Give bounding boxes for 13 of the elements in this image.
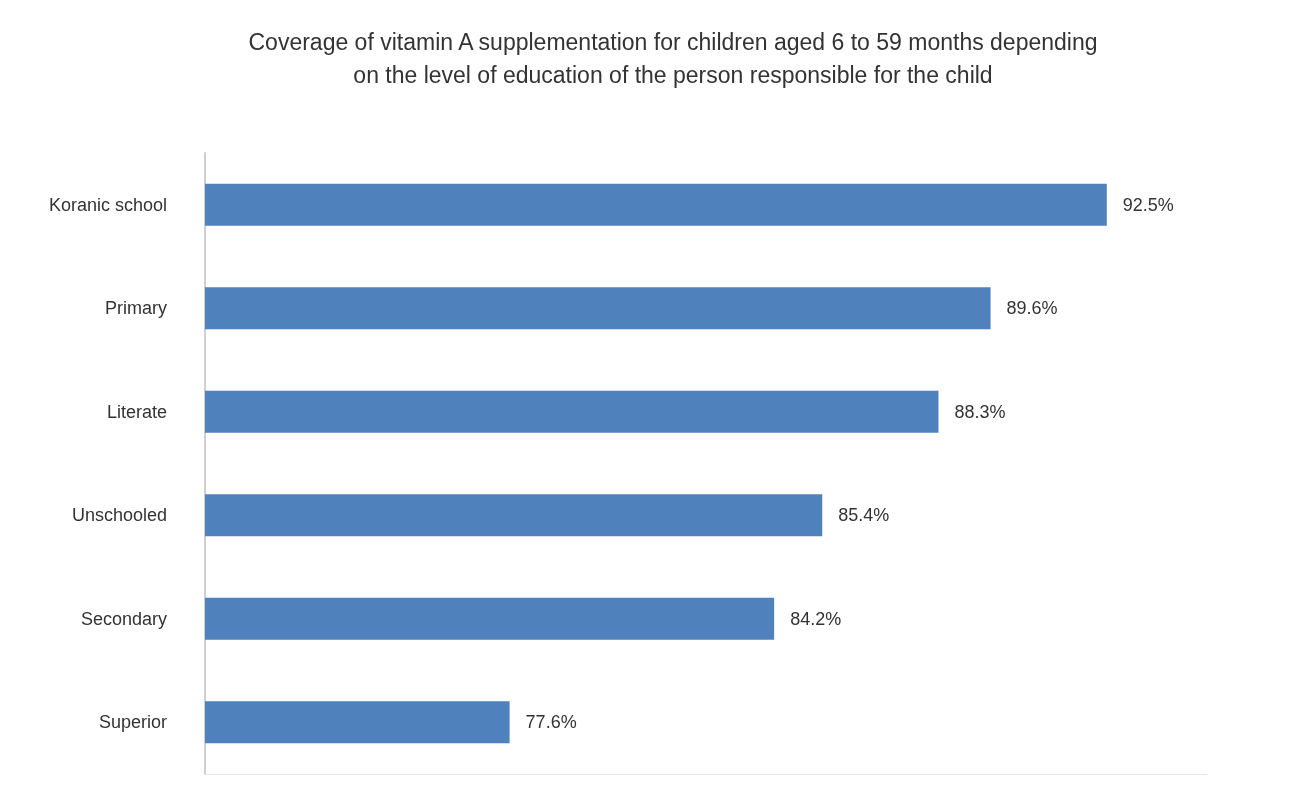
y-tick-label: Superior — [98, 712, 167, 733]
data-label: 84.2% — [790, 608, 842, 629]
data-label: 89.6% — [1006, 298, 1058, 319]
y-tick-label: Secondary — [80, 608, 167, 629]
data-label: 92.5% — [1122, 194, 1174, 215]
y-tick-label: Unschooled — [71, 505, 167, 526]
y-tick-label: Primary — [105, 298, 167, 319]
data-label: 77.6% — [525, 712, 577, 733]
data-label: 85.4% — [838, 505, 890, 526]
data-label: 88.3% — [954, 401, 1006, 422]
chart-title: Coverage of vitamin A supplementation for children aged 6 to 59 months depending on the level of education of the person responsible for the child — [248, 28, 1098, 88]
y-tick-label: Literate — [106, 401, 167, 422]
y-tick-label: Koranic school — [48, 194, 167, 215]
